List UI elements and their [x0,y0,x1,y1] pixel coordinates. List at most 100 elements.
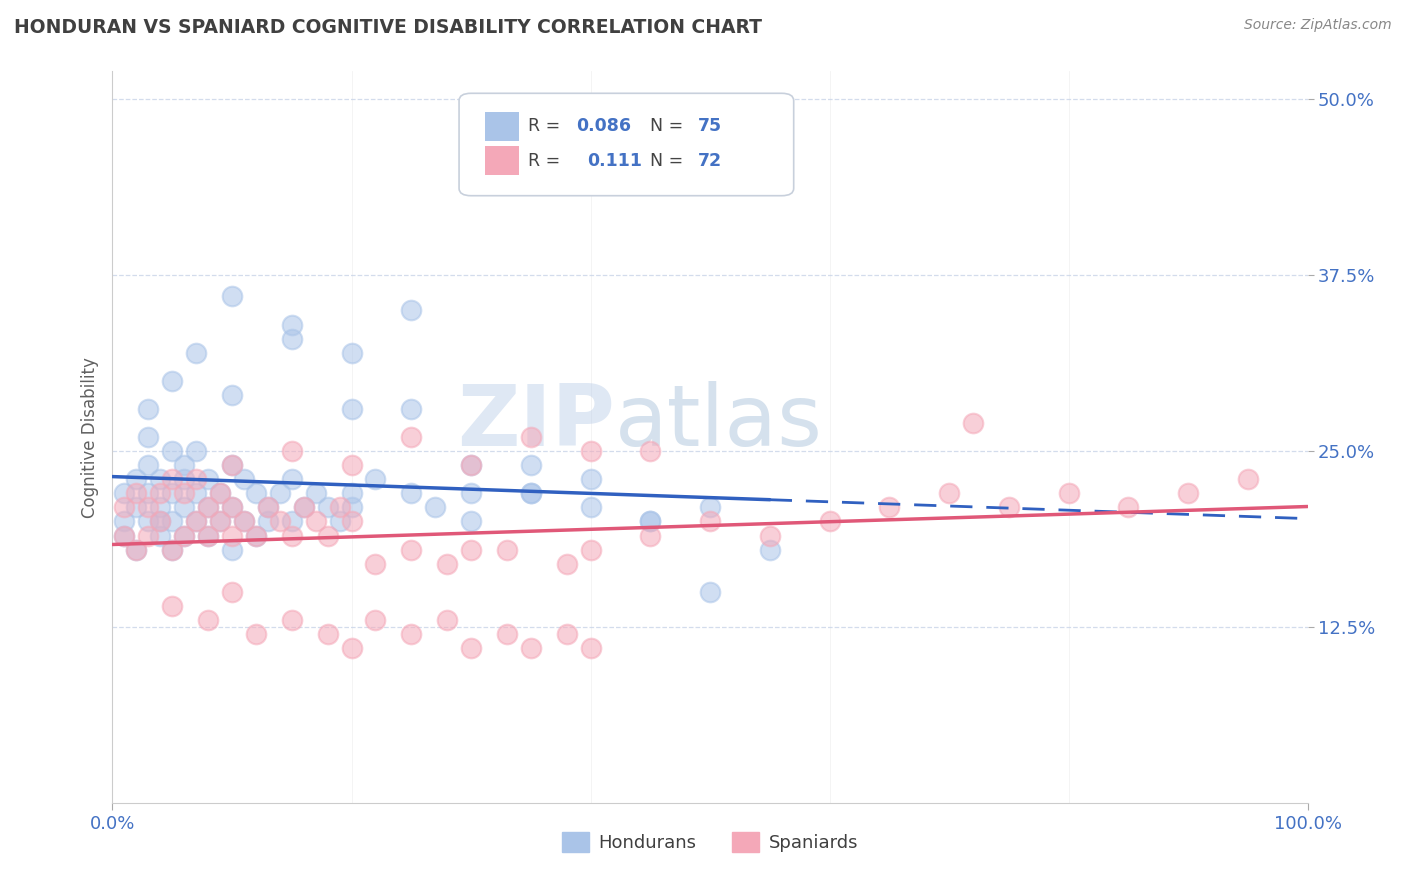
Point [149,500,172,515]
Point [316,528,339,542]
Point [460,515,482,529]
Point [281,528,304,542]
Point [138,515,160,529]
Text: R =: R = [529,152,572,169]
Point [340,486,363,500]
Point [209,515,232,529]
Y-axis label: Cognitive Disability: Cognitive Disability [80,357,98,517]
Point [245,528,267,542]
Point [221,289,243,303]
Point [555,557,578,571]
Point [245,627,267,641]
Text: atlas: atlas [614,381,823,464]
Point [138,500,160,515]
Point [162,515,183,529]
Point [197,500,219,515]
Point [340,641,363,656]
Point [221,458,243,473]
Point [186,486,208,500]
Point [640,515,662,529]
Point [125,472,148,486]
Point [245,528,267,542]
Point [197,500,219,515]
Point [340,500,363,515]
Point [138,528,160,542]
Point [879,500,901,515]
Point [162,486,183,500]
Point [149,515,172,529]
Point [998,500,1021,515]
Point [640,444,662,458]
Text: Source: ZipAtlas.com: Source: ZipAtlas.com [1244,18,1392,32]
Point [125,486,148,500]
Point [329,515,352,529]
Point [197,472,219,486]
Point [520,641,543,656]
Point [125,500,148,515]
Point [138,401,160,416]
Point [138,430,160,444]
Point [520,486,543,500]
Point [269,486,291,500]
Text: 0.111: 0.111 [586,152,643,169]
Point [460,458,482,473]
Point [425,500,447,515]
Point [221,500,243,515]
Point [401,486,423,500]
Point [401,401,423,416]
Point [114,528,135,542]
Legend: Hondurans, Spaniards: Hondurans, Spaniards [555,824,865,860]
Point [221,388,243,402]
Point [281,444,304,458]
Point [555,627,578,641]
Point [186,345,208,359]
Point [257,500,280,515]
Point [209,486,232,500]
Point [173,472,195,486]
Point [114,515,135,529]
Point [233,472,256,486]
Point [125,542,148,557]
Point [233,515,256,529]
Point [305,515,328,529]
FancyBboxPatch shape [458,94,794,195]
Point [149,486,172,500]
Point [269,515,291,529]
Point [401,542,423,557]
Point [281,318,304,332]
Point [579,472,602,486]
Text: 75: 75 [699,117,723,136]
Point [233,515,256,529]
Point [292,500,315,515]
Point [436,557,458,571]
Point [221,458,243,473]
Text: N =: N = [650,152,689,169]
Point [699,515,721,529]
Point [114,486,135,500]
Point [640,515,662,529]
Point [173,528,195,542]
Point [281,332,304,346]
Text: 0.086: 0.086 [576,117,631,136]
Point [305,486,328,500]
Point [162,599,183,613]
Point [579,542,602,557]
Point [125,542,148,557]
Point [962,416,984,430]
Point [162,472,183,486]
Point [162,374,183,388]
Point [162,542,183,557]
Point [520,486,543,500]
Point [186,515,208,529]
Point [329,500,352,515]
Point [496,542,519,557]
Point [579,444,602,458]
Point [759,528,782,542]
Point [173,528,195,542]
Point [149,472,172,486]
Point [1118,500,1140,515]
Point [186,515,208,529]
Point [257,515,280,529]
Point [209,486,232,500]
Point [364,472,387,486]
